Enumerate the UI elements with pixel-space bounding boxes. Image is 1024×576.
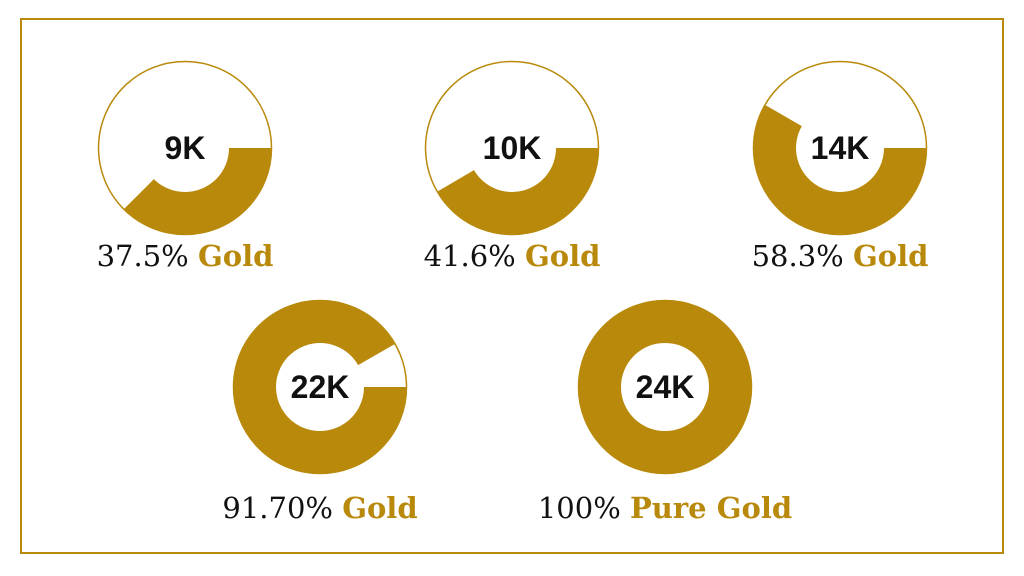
value-label: 58.3% [752,239,844,273]
caption-text: Gold [853,239,928,273]
caption: 41.6% Gold [424,239,601,273]
donut-segment [123,148,272,235]
center-label: 9K [165,130,206,166]
caption-text: Gold [525,239,600,273]
caption: 37.5% Gold [97,239,274,273]
center-label: 14K [811,130,870,166]
value-label: 91.70% [222,491,333,525]
donut-segment [436,148,599,235]
caption: 100% Pure Gold [538,491,792,525]
value-label: 100% [538,491,621,525]
donut-chart: 24K 100% Pure Gold [538,299,792,525]
value-label: 37.5% [97,239,189,273]
center-label: 24K [636,369,695,405]
donut-segment [753,104,927,235]
caption-text: Gold [342,491,417,525]
value-label: 41.6% [424,239,516,273]
donut-chart: 10K 41.6% Gold [424,60,601,273]
donut-chart: 14K 58.3% Gold [752,60,929,273]
caption: 91.70% Gold [222,491,417,525]
caption-text: Gold [198,239,273,273]
donut-segment [232,299,407,474]
center-label: 10K [483,130,542,166]
caption: 58.3% Gold [752,239,929,273]
center-label: 22K [291,369,350,405]
donut-chart: 22K 91.70% Gold [222,299,418,525]
donut-chart: 9K 37.5% Gold [97,60,274,273]
caption-text: Pure Gold [630,491,792,525]
donut-segment [577,299,753,475]
